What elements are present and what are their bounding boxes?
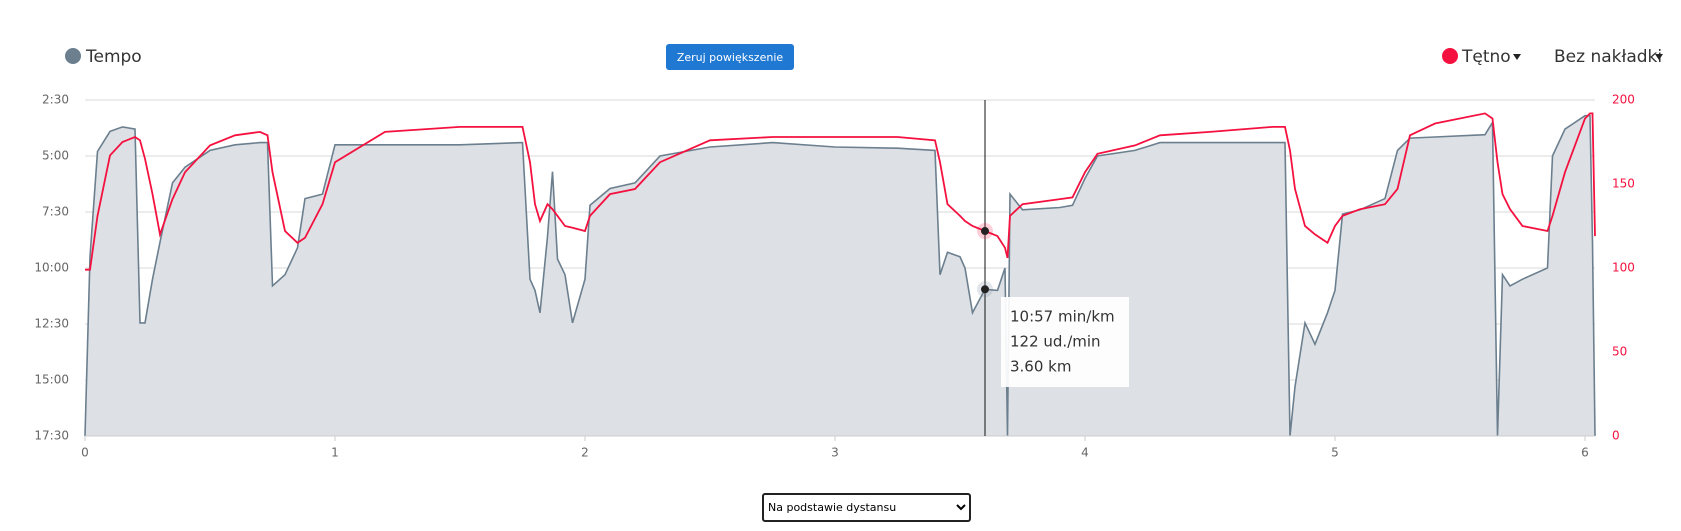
tooltip-text: 3.60 km	[1010, 358, 1071, 376]
dropdown-arrow[interactable]	[1513, 54, 1521, 60]
y-tick-label: 5:00	[42, 149, 69, 163]
y-tick-label: 7:30	[42, 205, 69, 219]
hover-marker	[981, 227, 989, 236]
x-tick-label: 4	[1081, 446, 1089, 460]
hover-marker	[981, 285, 989, 294]
y-tick-label: 17:30	[34, 429, 69, 443]
legend-label[interactable]: Tętno	[1461, 47, 1511, 67]
tooltip-text: 10:57 min/km	[1010, 308, 1115, 326]
reset-zoom-button[interactable]: Zeruj powiększenie	[666, 44, 794, 70]
tooltip-text: 122 ud./min	[1010, 333, 1101, 351]
y2-tick-label: 150	[1612, 177, 1635, 191]
y-tick-label: 10:00	[34, 261, 69, 275]
y-tick-label: 2:30	[42, 93, 69, 107]
y-tick-label: 12:30	[34, 317, 69, 331]
dropdown-arrow[interactable]	[1655, 54, 1663, 60]
x-tick-label: 1	[331, 446, 339, 460]
y2-tick-label: 100	[1612, 261, 1635, 275]
legend-label[interactable]: Tempo	[85, 47, 142, 67]
line	[84, 114, 1596, 437]
legend-swatch	[1442, 48, 1458, 64]
y2-tick-label: 0	[1612, 429, 1620, 443]
x-tick-label: 5	[1331, 446, 1339, 460]
x-tick-label: 6	[1581, 446, 1589, 460]
overlay-menu[interactable]: Bez nakładki	[1554, 47, 1662, 67]
x-mode-select[interactable]: Na podstawie dystansu	[762, 493, 971, 522]
y-tick-label: 15:00	[34, 373, 69, 387]
x-tick-label: 3	[831, 446, 839, 460]
x-tick-label: 2	[581, 446, 589, 460]
tooltip-box	[1001, 297, 1129, 387]
line	[85, 112, 1596, 271]
x-tick-label: 0	[81, 446, 89, 460]
area	[85, 115, 1595, 436]
legend-swatch	[65, 48, 81, 64]
y2-tick-label: 200	[1612, 93, 1635, 107]
y2-tick-label: 50	[1612, 345, 1627, 359]
